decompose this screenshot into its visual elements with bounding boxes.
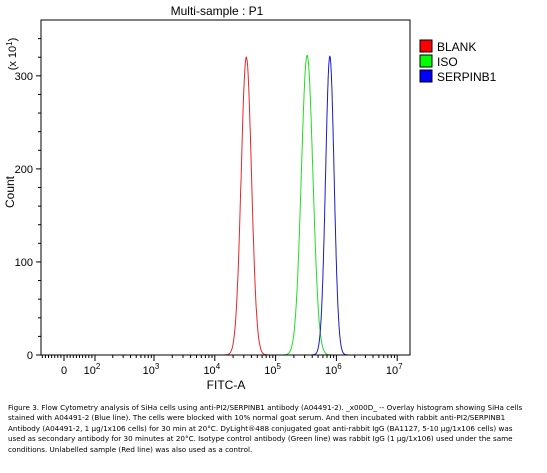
legend-label-iso: ISO <box>437 55 458 69</box>
x-tick-exponent: 4 <box>216 362 221 371</box>
x-tick-exponent: 7 <box>398 362 403 371</box>
x-tick-base: 0 <box>61 365 67 377</box>
legend-swatch-serpinb1 <box>419 69 433 83</box>
x-axis-label: FITC-A <box>207 378 246 392</box>
y-tick-label-0: 0 <box>27 350 33 362</box>
series-line-blank <box>220 56 272 356</box>
y-multiplier-label: (x 101) <box>5 38 19 71</box>
legend-swatch-blank <box>419 39 433 53</box>
x-tick-base: 10 <box>325 365 337 377</box>
x-tick-label-1: 102 <box>84 362 101 377</box>
x-tick-label-5: 106 <box>325 362 342 377</box>
legend-label-blank: BLANK <box>437 40 476 54</box>
figure-caption: Figure 3. Flow Cytometry analysis of SiH… <box>8 403 523 454</box>
x-tick-base: 10 <box>386 365 398 377</box>
histogram-series <box>220 54 352 356</box>
x-tick-label-0: 0 <box>61 365 67 377</box>
flow-cytometry-histogram: Multi-sample : P1 (x 101) Count FITC-A 0… <box>3 4 497 392</box>
legend-swatch-iso <box>419 54 433 68</box>
x-tick-base: 10 <box>84 365 96 377</box>
y-tick-label-3: 300 <box>15 71 33 83</box>
x-tick-exponent: 3 <box>155 362 160 371</box>
x-tick-label-4: 105 <box>264 362 281 377</box>
x-tick-exponent: 2 <box>96 362 101 371</box>
y-multiplier-close: ) <box>7 38 19 42</box>
x-tick-exponent: 6 <box>337 362 342 371</box>
y-tick-label-2: 200 <box>15 164 33 176</box>
x-tick-exponent: 5 <box>276 362 281 371</box>
x-tick-label-6: 107 <box>386 362 403 377</box>
x-tick-base: 10 <box>264 365 276 377</box>
series-line-serpinb1 <box>308 55 352 356</box>
chart-title: Multi-sample : P1 <box>171 4 264 18</box>
y-tick-label-1: 100 <box>15 257 33 269</box>
y-multiplier-exp: 1 <box>5 41 14 46</box>
legend-label-serpinb1: SERPINB1 <box>437 70 497 84</box>
y-axis-label: Count <box>3 175 17 208</box>
plot-frame <box>40 19 411 356</box>
x-tick-base: 10 <box>203 365 215 377</box>
x-tick-label-3: 104 <box>203 362 220 377</box>
y-multiplier-text: (x 10 <box>7 46 19 70</box>
x-tick-base: 10 <box>143 365 155 377</box>
x-tick-label-2: 103 <box>143 362 160 377</box>
series-line-iso <box>278 54 336 356</box>
